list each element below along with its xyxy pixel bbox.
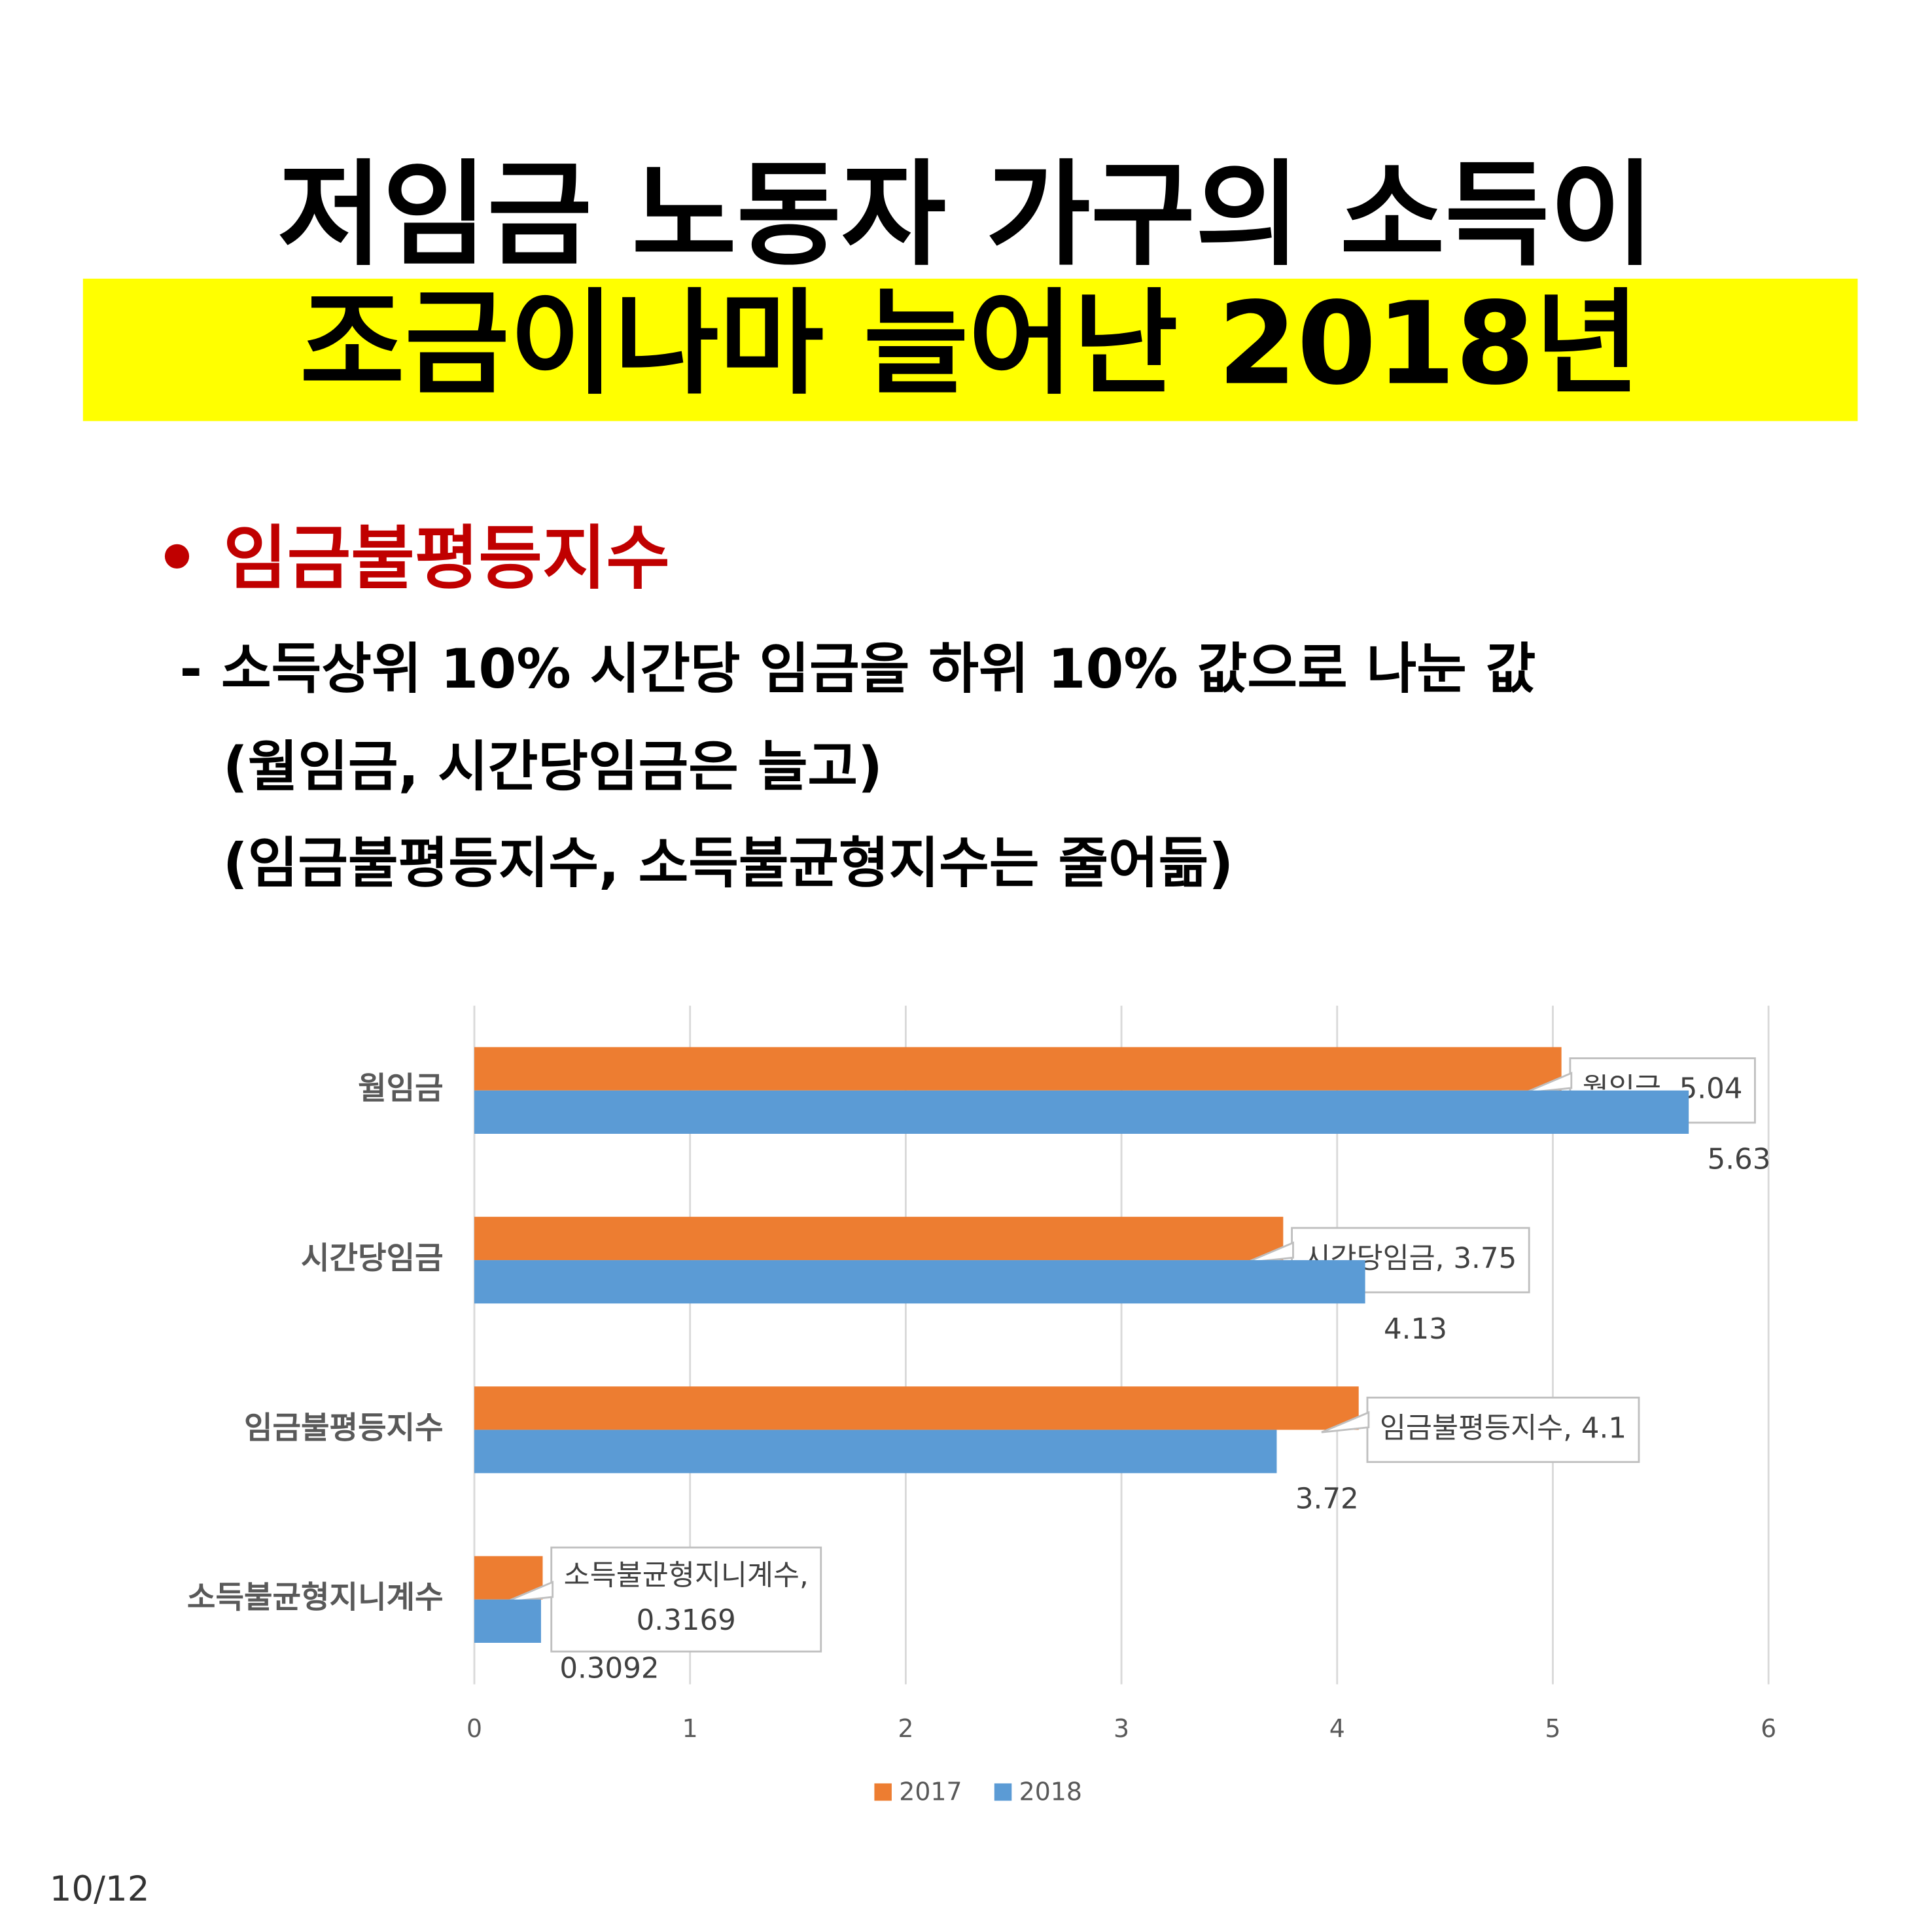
bar (474, 1090, 1689, 1134)
x-tick-label: 6 (1761, 1714, 1776, 1743)
highlight (82, 278, 1858, 421)
data-label: 0.3092 (559, 1653, 659, 1685)
title: 저임금 노동자 가구의 소득이 (277, 149, 1654, 282)
data-label: 3.72 (1295, 1483, 1359, 1515)
data-label-line: 0.3169 (637, 1604, 736, 1637)
x-tick-label: 1 (682, 1714, 698, 1743)
callout-pointer (1321, 1411, 1370, 1433)
x-tick-label: 2 (898, 1714, 913, 1743)
data-label: 소득불균형지니계수, 0.3169 (564, 1560, 809, 1637)
callout-box (550, 1546, 822, 1653)
bar (474, 1047, 1562, 1091)
body-line: (임금불평등지수, 소득불균형지수는 줄어듦) (223, 832, 1234, 895)
x-tick-label: 0 (466, 1714, 482, 1743)
bar (474, 1260, 1365, 1304)
bar (474, 1216, 1284, 1261)
page-number: 10/12 (50, 1869, 150, 1909)
data-label: 5.63 (1708, 1144, 1771, 1176)
callout-box (1366, 1396, 1640, 1464)
legend-label: 2017 (899, 1777, 962, 1806)
legend-swatch (994, 1783, 1012, 1801)
category-label: 임금불평등지수 (244, 1410, 444, 1446)
legend-label: 2018 (1019, 1777, 1082, 1806)
legend-swatch (874, 1783, 892, 1801)
body-line: (월임금, 시간당임금은 늘고) (223, 735, 883, 798)
category-label: 소득불균형지니계수 (187, 1580, 444, 1616)
bar (474, 1430, 1277, 1473)
category-label: 월임금 (358, 1071, 444, 1107)
x-tick-label: 5 (1545, 1714, 1560, 1743)
x-tick-label: 4 (1329, 1714, 1345, 1743)
bar (474, 1599, 541, 1643)
bar (474, 1386, 1359, 1430)
data-label: 4.13 (1384, 1313, 1447, 1346)
data-label-line: 소득불균형지니계수, (564, 1560, 809, 1592)
category-label: 시간당임금 (301, 1240, 444, 1276)
data-label: 임금불평등지수, 4.1 (1380, 1412, 1626, 1445)
callout: 소득불균형지니계수, 0.3169 (505, 1546, 822, 1653)
callout: 임금불평등지수, 4.1 (1321, 1396, 1640, 1464)
title: 조금이나마 늘어난 2018년 (300, 277, 1640, 410)
x-tick-label: 3 (1114, 1714, 1129, 1743)
bullet: • 임금불평등지수 (155, 518, 670, 599)
body-line: - 소득상위 10% 시간당 임금을 하위 10% 값으로 나눈 값 (179, 637, 1536, 701)
